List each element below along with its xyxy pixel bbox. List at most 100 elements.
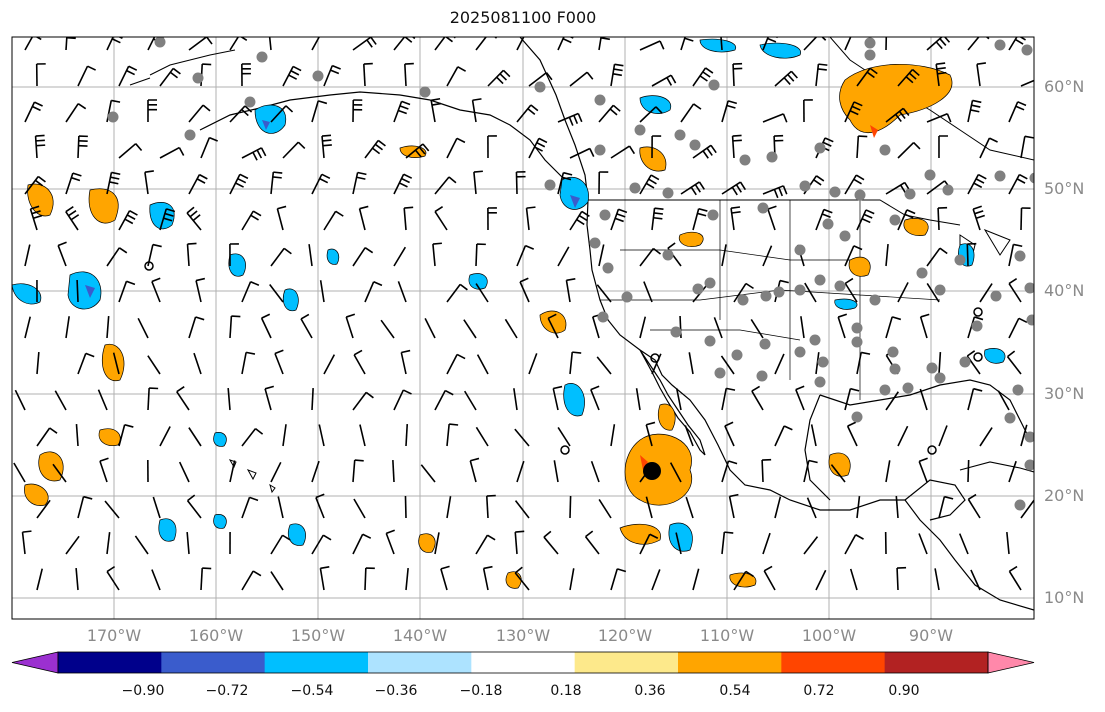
wind-barb	[935, 62, 947, 87]
wind-barb	[106, 171, 121, 195]
wind-barb	[29, 205, 43, 231]
wind-barb	[895, 496, 899, 519]
colorbar-swatch	[471, 652, 576, 673]
station-marker	[674, 129, 686, 141]
wind-barb	[118, 209, 138, 231]
wind-barb	[751, 385, 764, 411]
wind-barb	[815, 63, 828, 87]
station-marker	[589, 237, 601, 249]
wind-barb	[598, 244, 605, 267]
wind-barb	[440, 565, 450, 591]
station-marker	[994, 170, 1006, 182]
wind-barb	[897, 425, 909, 447]
wind-barb	[724, 421, 735, 447]
wind-barb	[856, 67, 878, 87]
wind-barb	[104, 500, 120, 519]
wind-barb	[569, 351, 582, 375]
colorbar-tick-label: −0.72	[205, 683, 249, 699]
wind-barb	[323, 354, 336, 375]
wind-barb	[610, 568, 627, 591]
wind-barb	[514, 530, 525, 555]
wind-barb	[241, 427, 264, 447]
wind-barb	[471, 98, 482, 123]
wind-barb	[241, 147, 267, 161]
station-marker	[594, 144, 606, 156]
wind-barb	[352, 533, 372, 555]
colorbar-tick-label: −0.18	[459, 683, 503, 699]
wind-barb	[1006, 532, 1010, 555]
station-marker	[934, 372, 946, 384]
wind-barb	[276, 205, 287, 231]
wind-barb	[976, 62, 987, 87]
lat-label-10: 10°N	[1044, 588, 1085, 607]
station-marker	[689, 139, 701, 151]
wind-barb	[476, 354, 489, 375]
station-marker	[851, 322, 863, 334]
wind-barb	[463, 390, 477, 411]
station-marker	[794, 346, 806, 358]
wind-barb	[188, 427, 202, 447]
wind-barb	[487, 135, 497, 159]
wind-barb	[188, 173, 208, 195]
wind-barb	[569, 210, 590, 231]
wind-barb	[692, 207, 708, 231]
station-marker	[773, 286, 785, 298]
station-marker	[714, 367, 726, 379]
wind-barb	[434, 532, 440, 555]
wind-barb	[918, 457, 928, 483]
wind-barb	[195, 277, 206, 303]
wind-barb	[750, 318, 764, 339]
wind-barb	[733, 570, 754, 591]
colorbar-tick-label: −0.36	[374, 683, 418, 699]
wind-barb	[311, 37, 321, 51]
wind-barb	[639, 106, 663, 123]
wind-barb	[118, 280, 136, 303]
wind-barb	[270, 247, 292, 267]
station-marker	[757, 202, 769, 214]
lon-label-90w: 90°W	[908, 626, 954, 645]
wind-barb	[159, 208, 176, 231]
wind-barb	[359, 424, 366, 447]
wind-barb	[352, 37, 377, 51]
wind-barb	[569, 71, 594, 87]
wind-barb	[364, 567, 375, 591]
wind-barb	[1008, 101, 1027, 123]
wind-barb	[645, 421, 656, 447]
lat-label-30: 30°N	[1044, 384, 1085, 403]
station-marker	[184, 129, 196, 141]
wind-barb	[352, 99, 363, 123]
wind-barb	[76, 279, 79, 303]
wind-barb	[345, 313, 356, 339]
station-marker	[916, 267, 928, 279]
station-marker	[990, 290, 1002, 302]
station-marker	[256, 51, 268, 63]
colorbar-swatch	[678, 652, 782, 673]
wind-barb	[270, 105, 294, 123]
wind-barb	[227, 388, 231, 411]
wind-barb	[311, 173, 331, 195]
lon-label-110w: 110°W	[699, 626, 755, 645]
wind-barb	[639, 174, 660, 195]
wind-barb	[188, 104, 211, 123]
wind-barb	[404, 62, 414, 87]
wind-barb	[856, 351, 871, 375]
map-title: 2025081100 F000	[449, 8, 597, 27]
wind-barb	[151, 277, 161, 303]
wind-barb	[315, 493, 325, 519]
wind-barb	[897, 282, 909, 303]
wind-barb	[815, 352, 820, 375]
wind-barb	[721, 531, 734, 555]
wind-barb	[264, 385, 274, 411]
wind-barb	[186, 206, 202, 231]
wind-barb	[446, 66, 467, 87]
colorbar-tick-label: 0.90	[888, 683, 920, 699]
wind-barb	[967, 316, 984, 339]
wind-barb	[967, 387, 983, 411]
wind-barb	[610, 63, 624, 87]
wind-barb	[311, 534, 332, 555]
wind-barb	[308, 244, 313, 267]
wind-barb	[590, 385, 600, 411]
wind-barb	[528, 71, 553, 87]
wind-barb	[36, 568, 44, 591]
lon-label-170w: 170°W	[86, 626, 142, 645]
